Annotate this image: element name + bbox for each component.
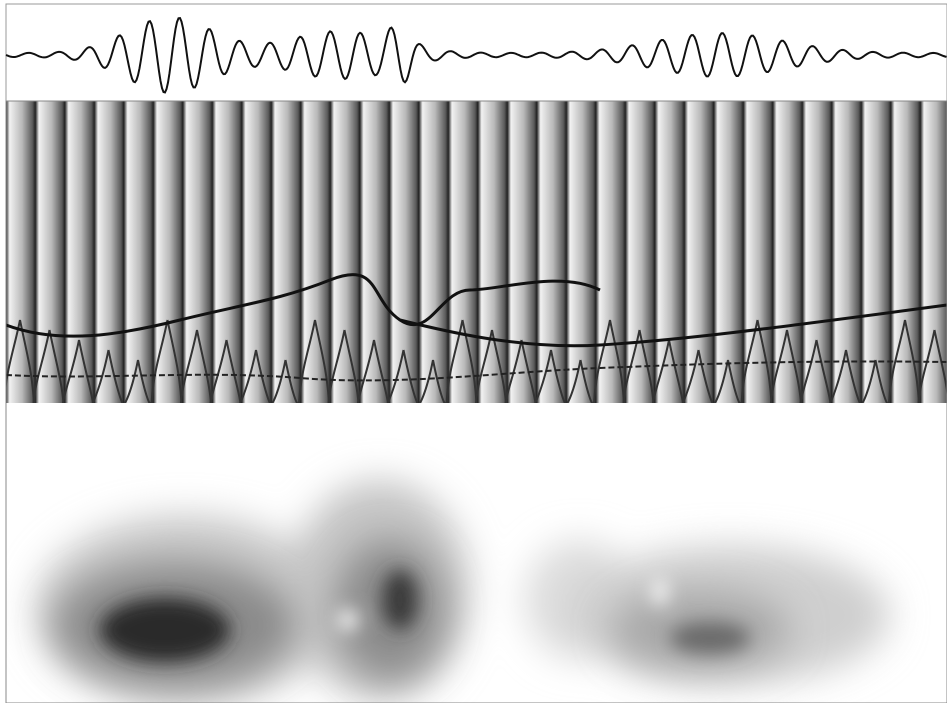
phase-stripes — [6, 101, 947, 403]
phase-fork — [799, 339, 832, 403]
phase-fork — [888, 319, 920, 403]
phase-fork — [327, 329, 360, 403]
phase-fork — [357, 339, 389, 403]
phase-fork — [681, 349, 714, 403]
phase-fork — [298, 319, 330, 403]
phase-fork — [417, 359, 447, 403]
phase-ridge — [6, 273, 947, 348]
phase-fork — [917, 329, 947, 403]
phase-panel — [6, 101, 947, 403]
phase-fork — [564, 359, 595, 403]
phase-fork — [386, 349, 419, 403]
phase-fork — [622, 329, 655, 403]
panel-frame — [5, 100, 947, 703]
phase-fork — [829, 349, 861, 403]
phase-fork — [652, 339, 684, 403]
phase-fork — [770, 329, 802, 403]
phase-fork — [122, 359, 152, 403]
phase-fork — [62, 339, 94, 403]
phase-fork — [32, 329, 65, 403]
signal-curve — [5, 17, 947, 94]
phase-fork — [239, 349, 271, 403]
phase-fork — [150, 319, 183, 403]
modulus-panel — [6, 403, 947, 703]
phase-fork — [859, 359, 890, 403]
phase-fork — [180, 329, 212, 403]
phase-fork — [593, 319, 625, 403]
phase-fork — [504, 339, 537, 403]
phase-ridge-lower — [6, 360, 947, 382]
phase-fork — [712, 359, 742, 403]
phase-fork — [534, 349, 566, 403]
phase-fork — [91, 349, 124, 403]
phase-fork — [269, 359, 300, 403]
phase-fork — [209, 339, 242, 403]
phase-fork — [445, 319, 478, 403]
